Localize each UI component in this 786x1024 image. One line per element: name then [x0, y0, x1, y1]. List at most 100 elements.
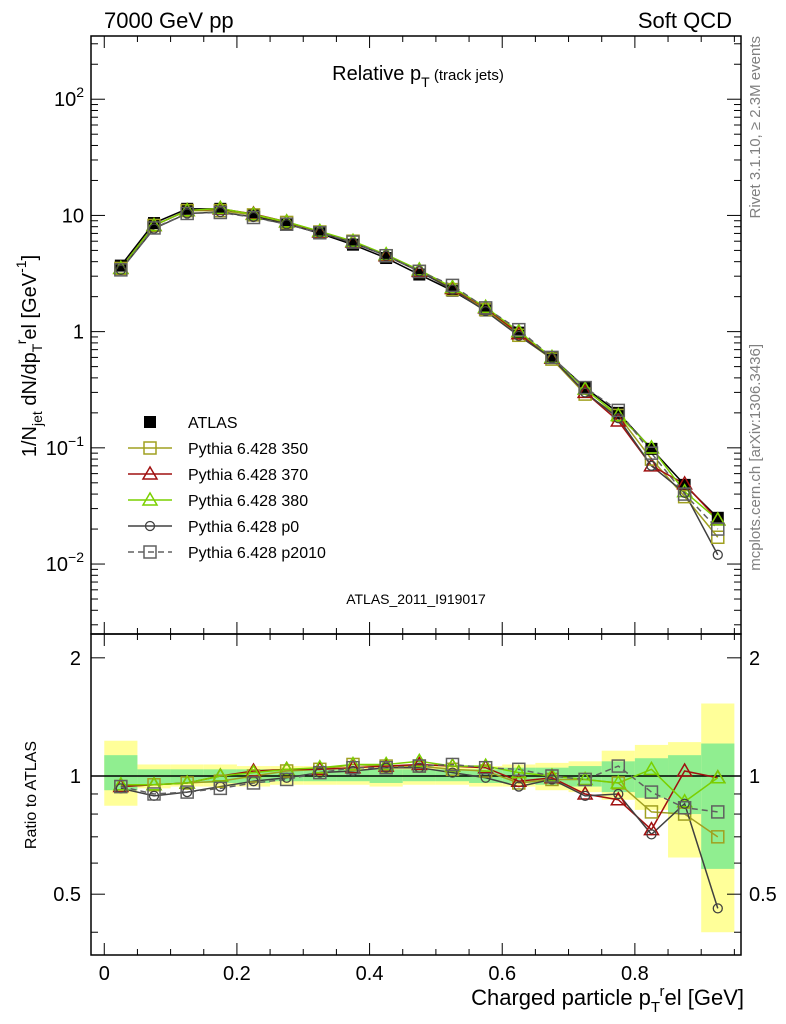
data-point [579, 790, 591, 802]
data-point [711, 805, 725, 819]
legend-marker [143, 441, 157, 455]
data-point [711, 522, 725, 536]
data-point [546, 774, 558, 785]
x-tick-label: 0.4 [356, 963, 384, 985]
ratio-y-tick-label-right: 0.5 [749, 884, 777, 906]
data-point [611, 759, 626, 773]
legend-label: ATLAS [188, 415, 238, 432]
data-point [180, 785, 194, 799]
data-point [346, 760, 360, 775]
data-point [613, 413, 624, 424]
data-point [611, 403, 626, 418]
legend-label: Pythia 6.428 370 [188, 467, 308, 484]
data-point [477, 298, 494, 314]
data-point [711, 530, 725, 545]
data-point [576, 770, 594, 786]
data-point [445, 757, 460, 772]
data-point [147, 787, 161, 801]
data-point [677, 487, 692, 501]
data-point [379, 248, 393, 263]
data-point [414, 266, 425, 277]
data-point [145, 776, 163, 791]
data-point [314, 767, 325, 778]
data-point [712, 549, 723, 560]
data-point [676, 762, 693, 777]
ratio-uncertainty-bands [104, 703, 735, 933]
legend-marker [141, 491, 159, 506]
main-plot-series [112, 199, 727, 560]
data-point [480, 306, 491, 317]
data-point [711, 830, 725, 844]
legend-marker [141, 465, 159, 480]
legend-marker [143, 545, 157, 559]
data-point [246, 776, 261, 790]
legend-marker [144, 520, 156, 532]
legend-label: Pythia 6.428 p2010 [188, 545, 326, 562]
x-tick-label: 0.2 [223, 963, 251, 985]
series-line [120, 760, 719, 803]
data-point [411, 755, 428, 771]
data-point [711, 511, 724, 524]
data-point [512, 762, 526, 777]
data-point [712, 903, 723, 914]
data-point [445, 278, 460, 293]
x-tick-label: 0 [99, 963, 110, 985]
data-point [644, 805, 659, 819]
main-title: Relative pT (track jets) [332, 63, 504, 90]
data-point [311, 760, 329, 776]
header-left: 7000 GeV pp [104, 8, 234, 33]
analysis-id: ATLAS_2011_I919017 [346, 591, 486, 607]
data-point [478, 301, 493, 315]
data-point [279, 764, 294, 778]
data-point [646, 829, 657, 840]
data-point [578, 380, 592, 395]
data-point [182, 208, 193, 219]
data-point [379, 760, 393, 775]
data-point [313, 765, 327, 780]
x-axis-label: Charged particle pTrel [GeV] [471, 983, 744, 1016]
ratio-y-tick-label-left: 1 [70, 766, 81, 788]
data-point [613, 788, 624, 800]
data-point [447, 284, 458, 295]
data-point [412, 759, 427, 773]
data-point [709, 511, 727, 526]
data-point [180, 206, 194, 221]
header-right: Soft QCD [638, 8, 732, 33]
ratio-y-tick-label-left: 0.5 [53, 884, 81, 906]
main-y-tick-label: 10−2 [46, 549, 84, 576]
data-point [545, 350, 559, 365]
data-point [248, 211, 259, 223]
data-point [579, 387, 591, 398]
data-point [510, 764, 528, 779]
data-point [279, 772, 294, 787]
legend-label: Pythia 6.428 p0 [188, 519, 299, 536]
data-point [381, 250, 392, 261]
data-point [212, 767, 229, 782]
data-point [314, 227, 325, 238]
data-point [478, 760, 493, 775]
data-point [477, 757, 494, 772]
series-line [120, 209, 719, 538]
data-point [412, 264, 427, 279]
data-point [644, 785, 659, 799]
axis-ticks: 0 0.2 0.4 0.6 0.8 10−2 10−1 1 10 102 0.5 0.5 1 1 2 2 [46, 36, 777, 985]
main-y-tick-label: 10−1 [46, 433, 84, 460]
data-point [512, 322, 526, 337]
data-point [609, 774, 627, 789]
data-point [643, 821, 660, 836]
data-point [281, 219, 292, 230]
ratio-y-tick-label-right: 2 [749, 648, 760, 670]
x-tick-label: 0.8 [621, 963, 649, 985]
data-point [709, 769, 727, 784]
data-point [344, 759, 362, 774]
main-y-tick-label: 1 [73, 322, 84, 344]
ratio-y-axis-label: Ratio to ATLAS [23, 741, 40, 849]
ratio-y-tick-label-right: 1 [749, 766, 760, 788]
data-point [114, 263, 128, 277]
legend: ATLAS Pythia 6.428 350 Pythia 6.428 370 Pyt… [128, 415, 326, 562]
data-point [213, 205, 228, 220]
data-point [182, 786, 193, 798]
data-point [347, 765, 359, 777]
ratio-plot-series [112, 752, 727, 914]
